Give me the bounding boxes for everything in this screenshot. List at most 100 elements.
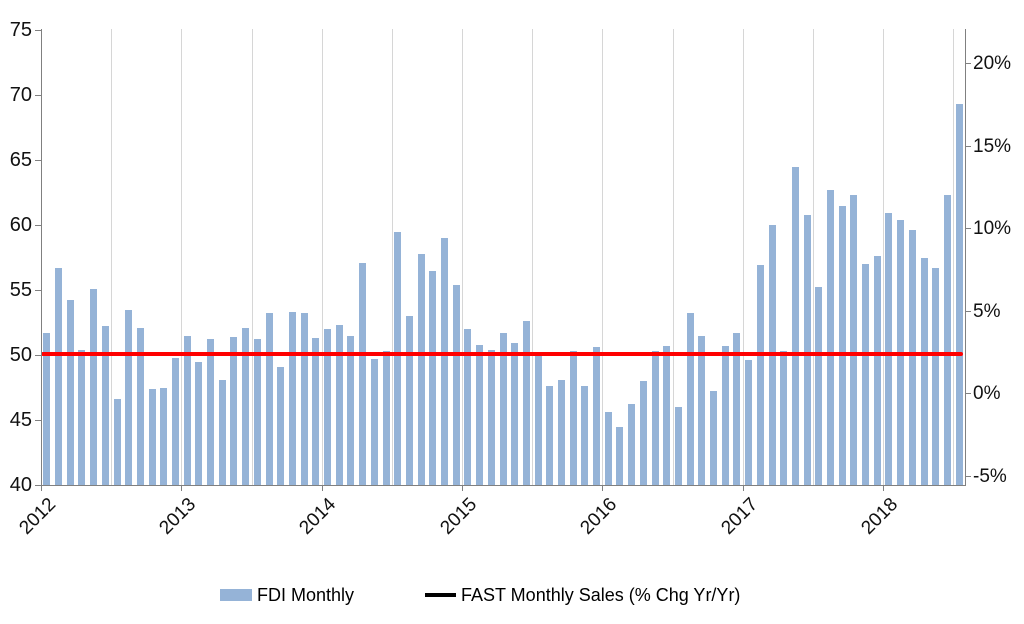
fdi-monthly-bar (873, 256, 881, 485)
fdi-monthly-bar (113, 399, 121, 485)
fdi-monthly-bar (300, 313, 308, 485)
fdi-monthly-bar (569, 351, 577, 485)
x-axis-year-tick (742, 485, 744, 491)
fdi-monthly-bar (651, 351, 659, 485)
fdi-monthly-bar (955, 104, 963, 485)
left-axis-tick (35, 225, 41, 226)
fdi-monthly-bar (756, 265, 764, 485)
fdi-monthly-bar (850, 195, 858, 485)
fdi-monthly-bar (628, 404, 636, 485)
vertical-gridline (181, 29, 183, 485)
vertical-gridline (883, 29, 885, 485)
fdi-monthly-bar (932, 267, 940, 485)
legend: FDI Monthly FAST Monthly Sales (% Chg Yr… (0, 583, 1024, 607)
left-axis-tick (35, 290, 41, 291)
fdi-monthly-bar (838, 205, 846, 485)
fdi-monthly-bar (745, 360, 753, 485)
fdi-monthly-bar (862, 264, 870, 485)
fdi-monthly-bar (522, 321, 530, 485)
left-axis-tick-label: 75 (9, 19, 32, 41)
legend-item-fdi: FDI Monthly (220, 583, 354, 607)
fdi-monthly-bar (639, 381, 647, 485)
right-axis-tick-label: 5% (973, 300, 1001, 322)
fdi-monthly-bar (721, 345, 729, 485)
x-axis-year-tick (602, 485, 604, 491)
x-axis-year-label: 2016 (576, 494, 622, 539)
left-axis-tick (35, 95, 41, 96)
right-axis-tick (965, 393, 971, 394)
right-axis-line (965, 29, 966, 486)
vertical-gridline (462, 29, 464, 485)
vertical-gridline (532, 29, 534, 485)
vertical-gridline (602, 29, 604, 485)
fdi-monthly-bar (324, 329, 332, 485)
fdi-monthly-bar (55, 267, 63, 485)
x-axis-year-tick (462, 485, 464, 491)
vertical-gridline (812, 29, 814, 485)
fdi-monthly-bar (791, 166, 799, 485)
right-axis-tick (965, 475, 971, 477)
vertical-gridline (391, 29, 393, 485)
fdi-monthly-bar (943, 195, 951, 485)
fdi-monthly-bar (452, 284, 460, 485)
fdi-monthly-bar (218, 379, 226, 485)
left-axis-tick-label: 40 (9, 474, 32, 496)
fdi-monthly-bar (429, 270, 437, 485)
fdi-monthly-bar (136, 327, 144, 485)
fdi-monthly-bar (207, 339, 215, 485)
right-axis-tick-label: 0% (973, 383, 1001, 404)
bottom-axis-line (41, 485, 966, 486)
right-axis-tick-label: -5% (973, 465, 1007, 487)
fdi-monthly-bar (347, 335, 355, 485)
fdi-monthly-bar (78, 349, 86, 485)
right-axis-tick-label: 10% (973, 218, 1012, 239)
fdi-monthly-bar (908, 230, 916, 485)
fdi-monthly-bar (242, 327, 250, 485)
fdi-monthly-bar (183, 335, 191, 485)
fdi-monthly-bar (885, 213, 893, 485)
fdi-monthly-bar (370, 358, 378, 485)
left-axis-tick-label: 45 (9, 409, 32, 431)
fdi-monthly-bar (710, 391, 718, 485)
fdi-monthly-bar (230, 336, 238, 485)
right-axis-tick (965, 228, 971, 229)
fdi-monthly-bar (803, 214, 811, 485)
legend-item-fast: FAST Monthly Sales (% Chg Yr/Yr) (425, 583, 740, 607)
fdi-monthly-bar (663, 345, 671, 485)
left-axis-tick-label: 70 (9, 84, 32, 106)
x-axis-year-label: 2014 (295, 494, 341, 539)
fdi-monthly-bar (160, 387, 168, 485)
fdi-monthly-bar (277, 366, 285, 485)
x-axis-year-label: 2017 (716, 494, 762, 539)
vertical-gridline (672, 29, 674, 485)
vertical-gridline (953, 29, 955, 485)
fdi-monthly-bar (288, 312, 296, 485)
fdi-monthly-bar (780, 351, 788, 485)
fdi-monthly-bar (920, 257, 928, 485)
x-axis-year-tick (181, 485, 183, 491)
fdi-monthly-bar (815, 287, 823, 485)
fdi-monthly-bar (464, 329, 472, 485)
left-axis-tick (35, 420, 41, 421)
left-axis-line (41, 29, 42, 486)
fdi-monthly-bar (593, 347, 601, 485)
left-axis-tick-label: 60 (9, 214, 32, 236)
left-axis-tick (35, 485, 41, 486)
right-axis-tick-label: 15% (973, 135, 1012, 157)
fdi-monthly-bar (382, 351, 390, 485)
fdi-monthly-bar (698, 335, 706, 485)
vertical-gridline (321, 29, 323, 485)
x-axis-year-label: 2013 (155, 494, 201, 539)
x-axis-year-label: 2015 (436, 494, 481, 539)
fdi-monthly-bar (557, 379, 565, 485)
fdi-monthly-bar (359, 262, 367, 485)
right-axis-tick (965, 310, 971, 312)
fdi-monthly-bar (90, 288, 98, 485)
fast-monthly-sales-line (41, 351, 963, 356)
fdi-monthly-bar (195, 361, 203, 485)
fdi-monthly-bar (253, 339, 261, 485)
vertical-gridline (742, 29, 744, 485)
fdi-monthly-bar (405, 316, 413, 485)
right-axis-tick (965, 63, 971, 64)
